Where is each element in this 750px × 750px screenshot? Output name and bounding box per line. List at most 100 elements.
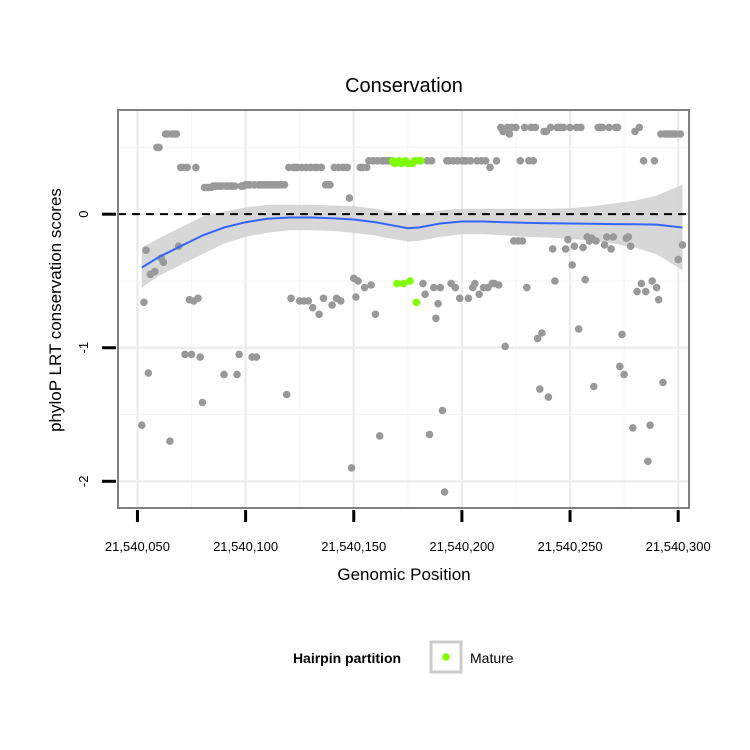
data-point	[432, 314, 440, 323]
data-point	[635, 123, 644, 132]
data-point	[600, 241, 609, 249]
data-point	[538, 329, 546, 337]
data-point	[183, 163, 191, 172]
data-point	[629, 424, 637, 432]
data-point	[564, 235, 572, 244]
data-point	[434, 299, 442, 308]
data-point	[282, 390, 291, 399]
x-tick-label: 21,540,150	[321, 539, 386, 554]
data-point	[618, 330, 626, 339]
data-point	[427, 157, 436, 165]
data-point	[494, 281, 503, 289]
data-point	[326, 181, 334, 189]
data-point	[144, 369, 153, 377]
data-point	[304, 297, 313, 305]
y-tick-label: -1	[76, 342, 91, 354]
data-point	[633, 287, 641, 296]
data-point	[520, 123, 529, 132]
data-point	[138, 421, 146, 430]
data-point	[676, 130, 685, 138]
data-point	[568, 261, 576, 269]
data-point-mature	[406, 277, 414, 285]
data-point	[536, 385, 544, 393]
y-tick-label: 0	[76, 211, 91, 218]
data-point	[166, 437, 174, 446]
data-point	[624, 233, 633, 241]
data-point	[367, 281, 375, 289]
x-axis-title: Genomic Position	[337, 565, 470, 584]
confidence-ribbon	[141, 184, 683, 288]
chart-title: Conservation	[345, 75, 463, 97]
data-point	[159, 258, 168, 267]
legend: Hairpin partition Mature	[293, 640, 514, 674]
data-point	[603, 233, 611, 241]
smooth-line-layer	[141, 216, 683, 269]
data-point	[486, 163, 494, 172]
data-point	[654, 295, 663, 304]
data-point	[548, 245, 557, 253]
data-point	[481, 157, 490, 165]
data-point	[598, 123, 607, 132]
data-point	[646, 421, 654, 430]
data-point-mature	[412, 298, 421, 307]
data-point	[648, 277, 656, 285]
data-point	[360, 283, 369, 292]
data-point	[425, 430, 434, 439]
data-point	[512, 123, 520, 132]
data-point-mature	[393, 279, 401, 288]
data-point	[438, 406, 447, 415]
data-point	[516, 157, 525, 165]
y-tick-label: -2	[76, 476, 91, 488]
data-point	[231, 182, 239, 190]
data-point	[371, 310, 380, 319]
data-point	[523, 283, 531, 292]
data-point	[362, 163, 371, 172]
data-point	[451, 283, 460, 292]
data-point	[192, 163, 200, 172]
data-point	[650, 157, 659, 165]
data-point	[198, 398, 207, 407]
data-point	[421, 290, 429, 299]
data-point	[609, 233, 618, 241]
x-tick-label: 21,540,200	[429, 539, 494, 554]
data-point	[616, 362, 624, 371]
data-point	[287, 294, 295, 303]
data-point	[566, 123, 574, 132]
data-point	[455, 294, 464, 303]
data-point	[430, 283, 438, 292]
data-point	[505, 130, 514, 138]
x-tick-label: 21,540,250	[538, 539, 603, 554]
data-point	[544, 393, 553, 401]
data-point	[626, 242, 635, 250]
data-point	[570, 242, 579, 250]
data-point	[659, 378, 667, 387]
x-tick-label: 21,540,100	[213, 539, 278, 554]
x-tick-label: 21,540,300	[646, 539, 711, 554]
data-point	[466, 157, 475, 165]
data-point	[151, 267, 159, 276]
data-point	[354, 277, 362, 285]
data-point	[613, 123, 622, 132]
data-point	[142, 246, 150, 254]
data-point	[529, 157, 538, 165]
data-point-mature	[417, 157, 425, 165]
data-point	[181, 350, 189, 359]
smooth-line	[141, 216, 683, 269]
data-point	[220, 370, 228, 379]
data-point-mature	[399, 279, 408, 288]
data-point	[577, 123, 585, 132]
data-point	[546, 123, 555, 132]
data-point	[581, 275, 589, 284]
data-point	[620, 370, 628, 379]
data-point	[347, 464, 356, 472]
data-point	[533, 334, 542, 343]
x-tick-label: 21,540,050	[105, 539, 170, 554]
data-point	[352, 293, 360, 301]
confidence-ribbon-layer	[141, 184, 683, 288]
data-point	[337, 297, 345, 305]
data-point	[641, 287, 650, 296]
data-point	[196, 353, 204, 361]
data-point	[375, 432, 384, 440]
data-point	[308, 303, 317, 312]
